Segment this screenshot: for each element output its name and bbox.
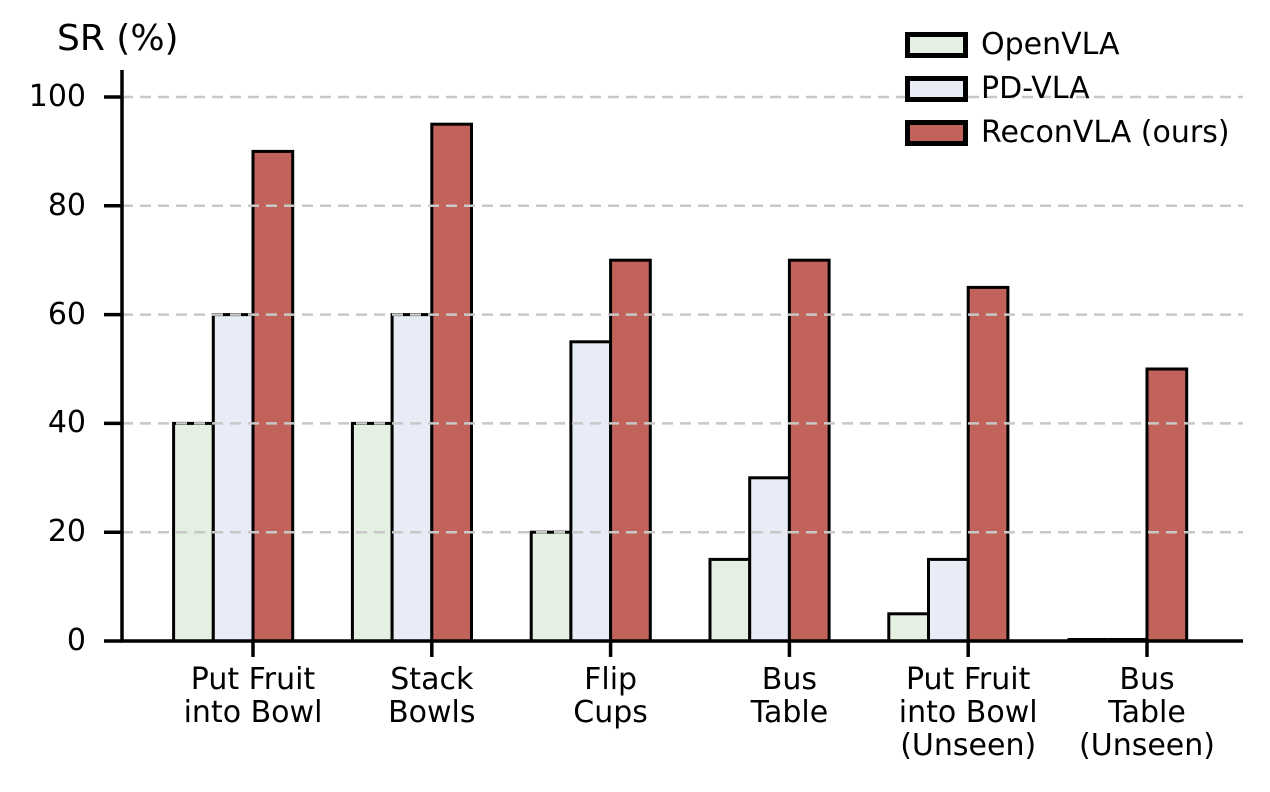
bar-reconvla-ours-3	[787, 258, 831, 643]
bar-reconvla-ours-0	[251, 149, 295, 643]
x-tick-label-stack-1: Stack Bowls	[388, 662, 476, 730]
legend-swatch-openvla	[905, 31, 968, 58]
x-tick-label-put-fruit-0: Put Fruit into Bowl	[183, 662, 323, 730]
legend-item-openvla: OpenVLA	[905, 27, 1230, 62]
bar-pd-vla-4	[927, 557, 970, 643]
bar-reconvla-ours-5	[1145, 367, 1189, 643]
y-tick-label-40: 40	[47, 405, 86, 441]
bar-pd-vla-1	[390, 313, 434, 643]
bar-openvla-4	[887, 612, 930, 643]
legend-label-pd-vla: PD-VLA	[981, 71, 1090, 106]
bar-pd-vla-0	[211, 313, 255, 643]
legend-swatch-pd-vla	[905, 75, 968, 102]
legend: OpenVLA PD-VLA ReconVLA (ours)	[905, 27, 1230, 163]
y-tick-label-60: 60	[47, 296, 86, 332]
legend-item-pd-vla: PD-VLA	[905, 71, 1230, 106]
bar-pd-vla-3	[748, 476, 791, 643]
y-tick-label-100: 100	[28, 79, 86, 114]
legend-label-openvla: OpenVLA	[981, 27, 1120, 62]
y-tick-label-80: 80	[47, 187, 86, 223]
bar-reconvla-ours-4	[966, 285, 1010, 643]
x-tick-label-bus-5: Bus Table (Unseen)	[1079, 662, 1215, 763]
x-tick-label-put-fruit-4: Put Fruit into Bowl (Unseen)	[898, 662, 1038, 763]
legend-label-reconvla: ReconVLA (ours)	[981, 115, 1230, 150]
x-tick-label-flip-2: Flip Cups	[573, 662, 648, 730]
y-tick-label-20: 20	[47, 514, 86, 550]
legend-item-reconvla: ReconVLA (ours)	[905, 115, 1230, 150]
bar-reconvla-ours-2	[609, 258, 652, 643]
bar-reconvla-ours-1	[430, 122, 473, 643]
y-tick-label-0: 0	[66, 623, 86, 658]
x-tick-label-bus-3: Bus Table	[750, 662, 829, 730]
bar-openvla-2	[529, 530, 573, 643]
legend-swatch-reconvla	[905, 119, 968, 146]
y-axis-title: SR (%)	[57, 18, 179, 59]
bar-pd-vla-2	[569, 340, 613, 643]
bar-openvla-3	[708, 557, 752, 643]
